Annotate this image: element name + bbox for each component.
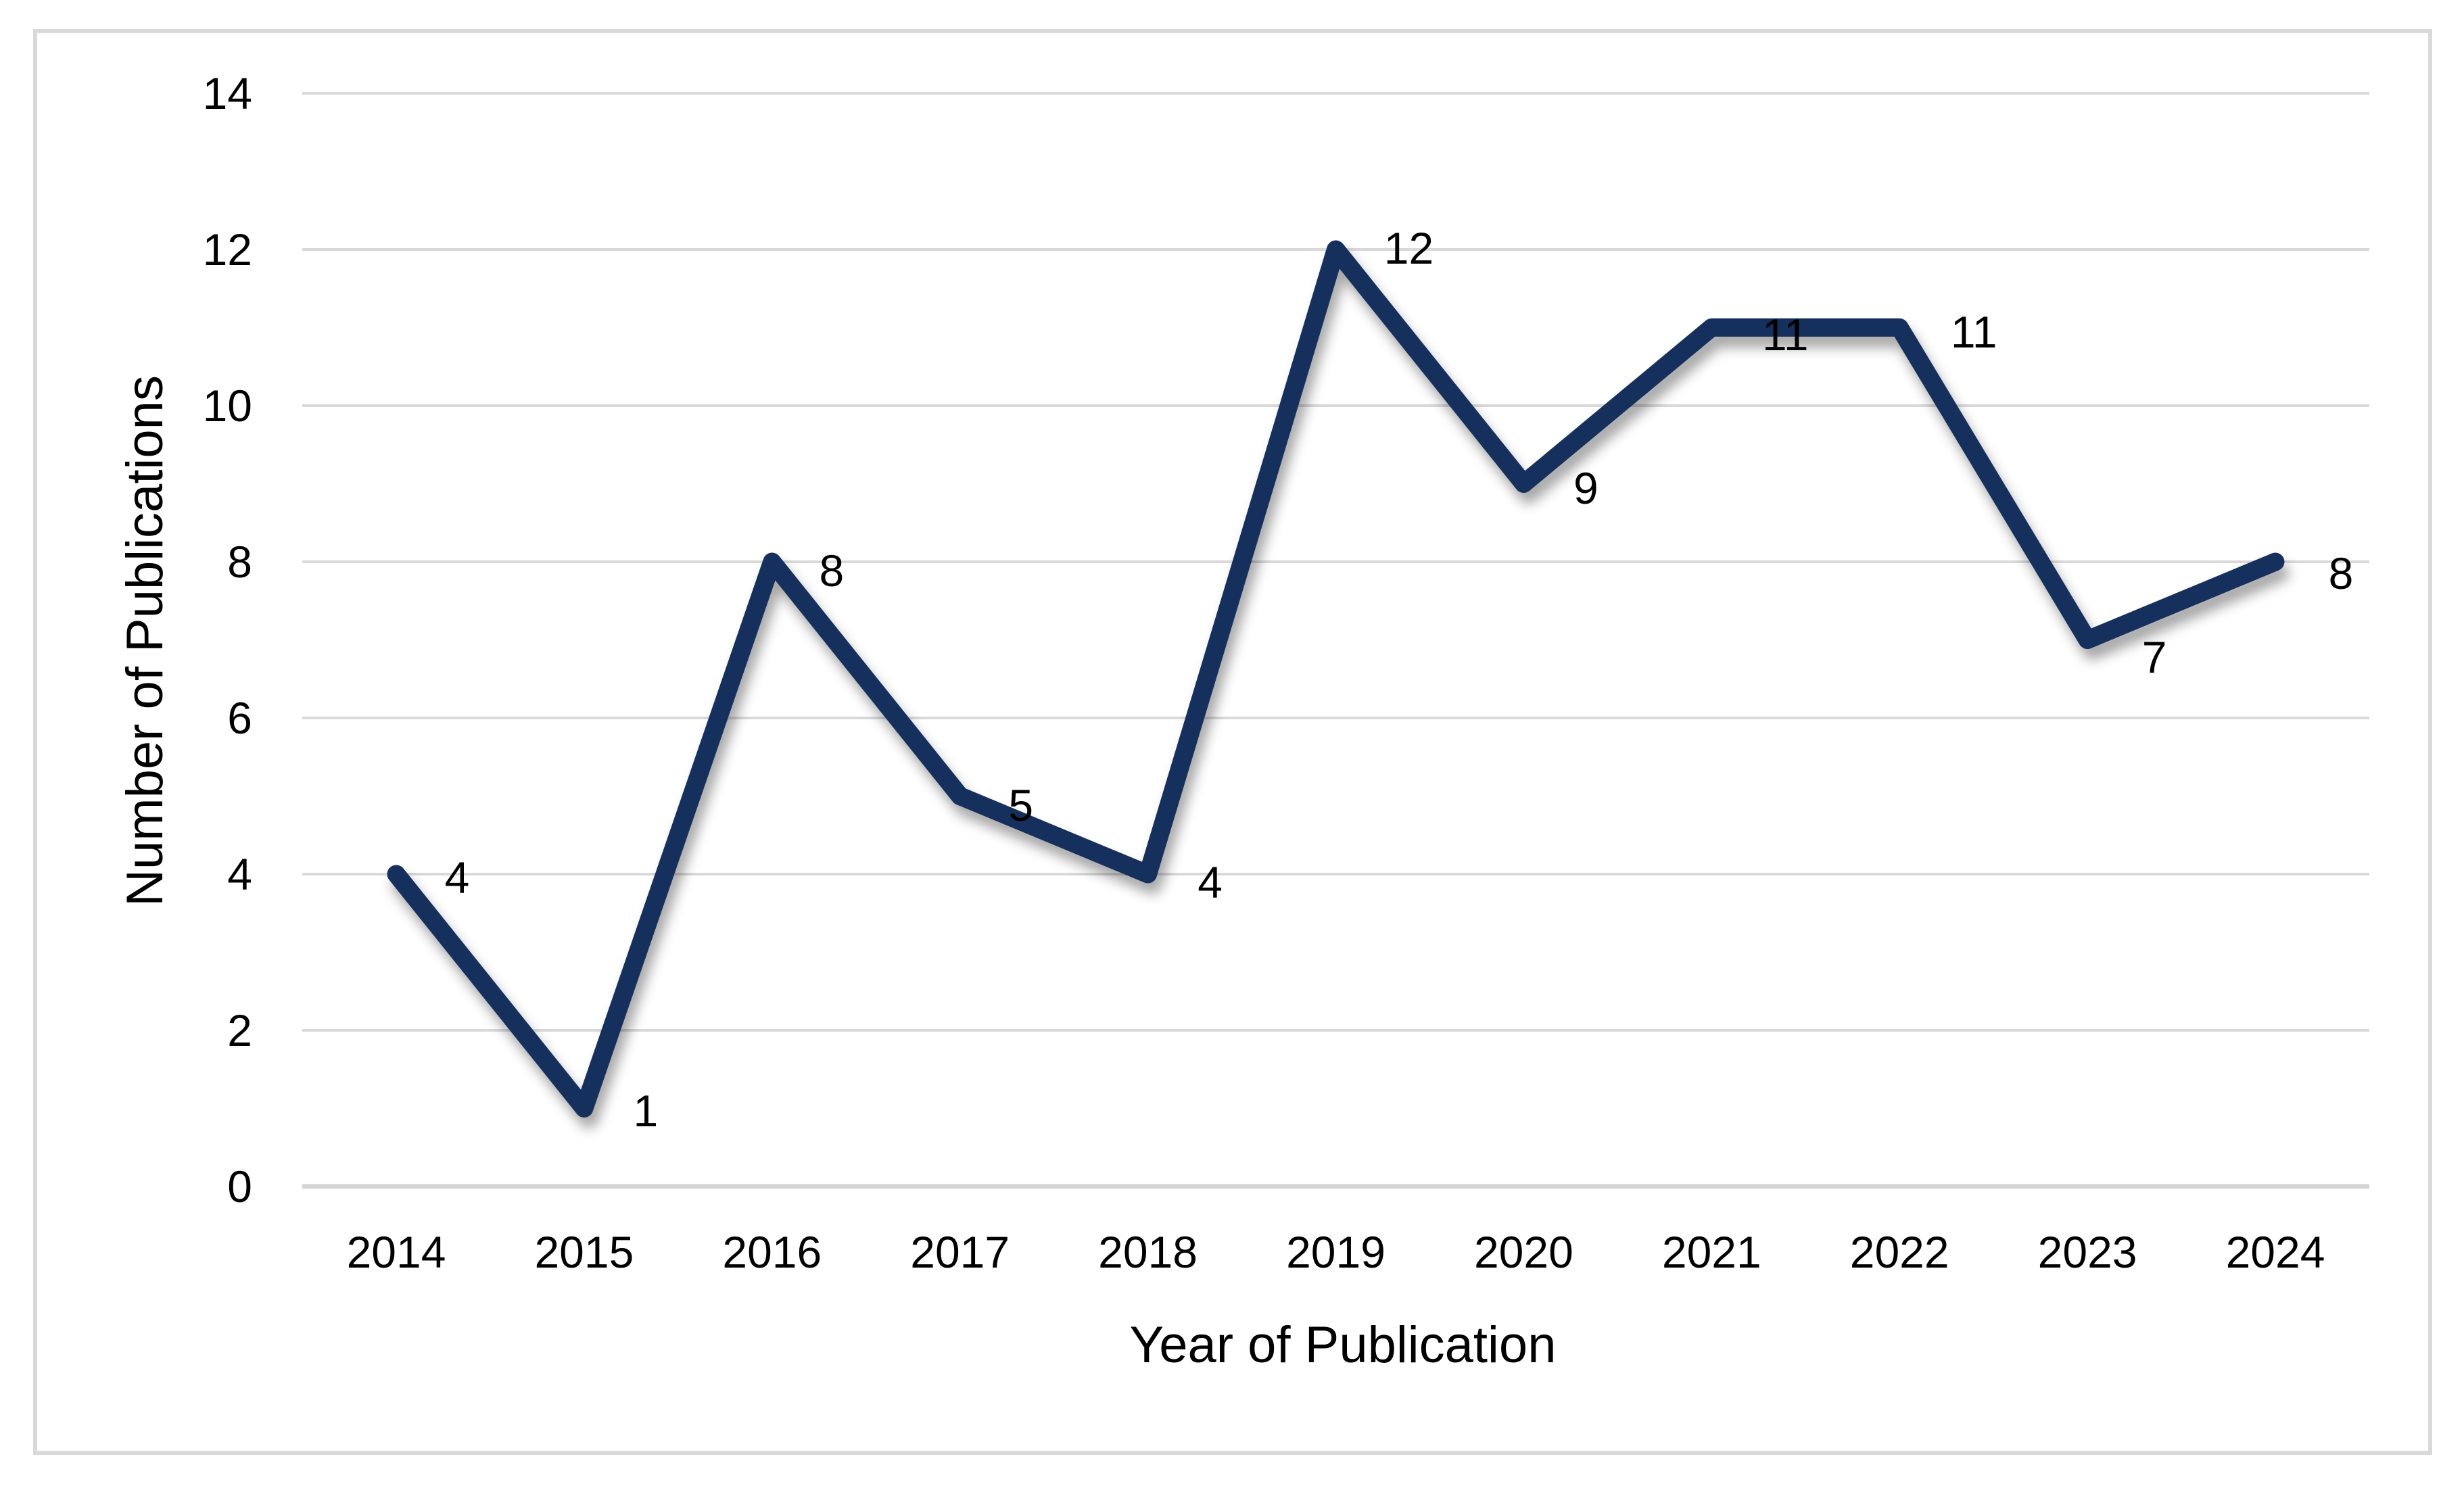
- data-label: 4: [444, 852, 470, 903]
- data-label: 5: [1008, 779, 1034, 830]
- data-label: 8: [2328, 548, 2354, 598]
- chart-outer-border: [33, 29, 2432, 1455]
- y-tick-label: 0: [227, 1161, 252, 1211]
- y-tick-label: 2: [227, 1005, 252, 1055]
- x-tick-label: 2014: [346, 1227, 446, 1277]
- x-axis-title: Year of Publication: [1129, 1316, 1557, 1374]
- x-tick-label: 2020: [1473, 1227, 1573, 1277]
- data-label: 12: [1383, 223, 1434, 273]
- data-label: 7: [2141, 631, 2167, 682]
- x-tick-label: 2023: [2037, 1227, 2137, 1277]
- y-tick-label: 4: [227, 849, 252, 899]
- x-tick-label: 2018: [1098, 1227, 1198, 1277]
- data-label: 11: [1950, 306, 1997, 357]
- data-label: 1: [633, 1085, 659, 1136]
- x-tick-label: 2015: [534, 1227, 634, 1277]
- x-tick-label: 2022: [1849, 1227, 1949, 1277]
- y-tick-label: 12: [202, 224, 252, 274]
- y-axis-title: Number of Publications: [116, 375, 174, 907]
- data-label: 8: [819, 546, 845, 596]
- data-label: 4: [1198, 857, 1223, 907]
- horizontal-gridlines: [302, 92, 2369, 1189]
- y-tick-label: 10: [202, 381, 252, 431]
- x-tick-label: 2024: [2225, 1227, 2325, 1277]
- x-tick-label: 2016: [722, 1227, 822, 1277]
- y-tick-label: 6: [227, 693, 252, 743]
- data-label: 11: [1762, 309, 1809, 360]
- y-tick-label: 8: [227, 537, 252, 587]
- publications-series-line: [387, 240, 2285, 1118]
- x-tick-label: 2021: [1661, 1227, 1761, 1277]
- data-label: 9: [1573, 462, 1598, 513]
- x-tick-label: 2017: [910, 1227, 1010, 1277]
- x-tick-label: 2019: [1286, 1227, 1385, 1277]
- y-tick-label: 14: [202, 68, 252, 118]
